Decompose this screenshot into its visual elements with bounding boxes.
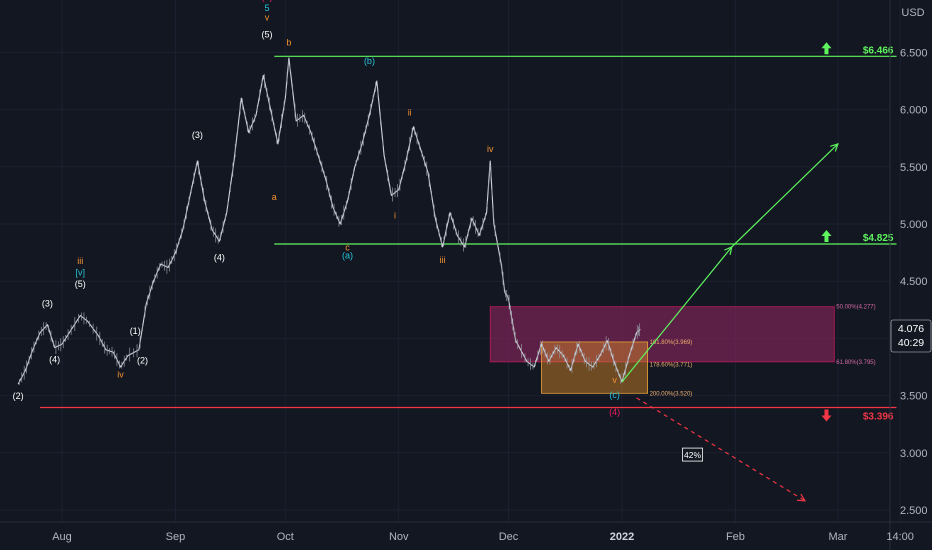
x-tick-label: 14:00 [886, 531, 914, 543]
level-label: $4.825 [863, 233, 894, 244]
last-price-value: 4.076 [898, 323, 924, 335]
y-tick-label: 5.000 [900, 219, 928, 231]
wave-label: (a) [342, 250, 353, 260]
fib-label: 161.80%(3.969) [650, 340, 693, 346]
wave-label: v [612, 375, 617, 385]
up-arrow-icon [821, 42, 832, 55]
wave-label: i [394, 210, 396, 220]
wave-label: [v] [76, 267, 86, 277]
wave-label: b [286, 38, 291, 48]
x-tick-label: Dec [499, 531, 519, 543]
wave-label: iii [77, 256, 83, 266]
wave-label: (2) [13, 391, 24, 401]
probability-label: 42% [684, 450, 701, 460]
wave-label: iii [440, 255, 446, 265]
bar-countdown: 40:29 [898, 337, 924, 349]
projection-line [636, 397, 806, 502]
x-tick-label: Mar [828, 531, 847, 543]
fib-label: 61.80%(3.795) [836, 360, 875, 366]
wave-label: (1) [130, 326, 141, 336]
wave-label: 5 [264, 3, 269, 13]
fib-label: 200.00%(3.520) [650, 391, 693, 397]
wave-label: ii [408, 107, 412, 117]
arrowhead [830, 142, 839, 152]
wave-label: (2) [137, 356, 148, 366]
fib-label: 178.60%(3.771) [650, 363, 693, 369]
x-tick-label: Oct [277, 531, 294, 543]
wave-labels: (2)(3)(4)iii[v](5)(1)iv(2)(3)(4)(3)5v(5)… [13, 0, 621, 417]
x-axis-ticks: Aug Sep Oct Nov Dec 2022 Feb Mar 14:00 [52, 531, 914, 543]
wave-label: (4) [49, 354, 60, 364]
y-tick-label: 6.500 [900, 47, 928, 59]
down-arrow-icon [821, 409, 832, 422]
x-tick-label: Aug [52, 531, 72, 543]
wave-label: iv [487, 144, 494, 154]
y-tick-label: 5.500 [900, 162, 928, 174]
fib-label: 50.00%(4.277) [836, 305, 875, 311]
grid [0, 0, 901, 522]
y-tick-label: 3.000 [900, 448, 928, 460]
level-label: $6.466 [863, 45, 894, 56]
arrowhead [724, 245, 733, 255]
wave-label: (5) [261, 30, 272, 40]
x-tick-label: Sep [166, 531, 186, 543]
wave-label: (4) [609, 407, 620, 417]
probability-box [682, 447, 703, 462]
wave-label: (5) [75, 279, 86, 289]
y-tick-label: 3.500 [900, 391, 928, 403]
x-tick-label: Nov [389, 531, 409, 543]
currency-label: USD [901, 7, 924, 19]
wave-label: (4) [214, 253, 225, 263]
y-tick-label: 2.500 [900, 505, 928, 517]
x-tick-label: Feb [726, 531, 745, 543]
wave-label: a [272, 192, 277, 202]
arrowhead [796, 493, 807, 502]
wave-label: iv [117, 369, 124, 379]
wave-label: (3) [192, 130, 203, 140]
y-tick-label: 6.000 [900, 105, 928, 117]
wave-label: v [265, 12, 270, 22]
level-label: $3.396 [863, 411, 894, 422]
up-arrow-icon [821, 230, 832, 243]
last-price-tag: 4.076 40:29 [890, 319, 932, 353]
wave-label: (3) [261, 0, 272, 2]
wave-label: (3) [42, 298, 53, 308]
x-tick-label: 2022 [610, 531, 634, 543]
wave-label: (b) [364, 56, 375, 66]
projection-arrows: 42% [621, 142, 839, 502]
wave-label: (c) [609, 390, 620, 400]
price-levels: $6.466 $4.825 $3.396 [40, 42, 897, 422]
wave-label: c [345, 242, 350, 252]
y-tick-label: 4.500 [900, 276, 928, 288]
price-series [17, 57, 641, 385]
